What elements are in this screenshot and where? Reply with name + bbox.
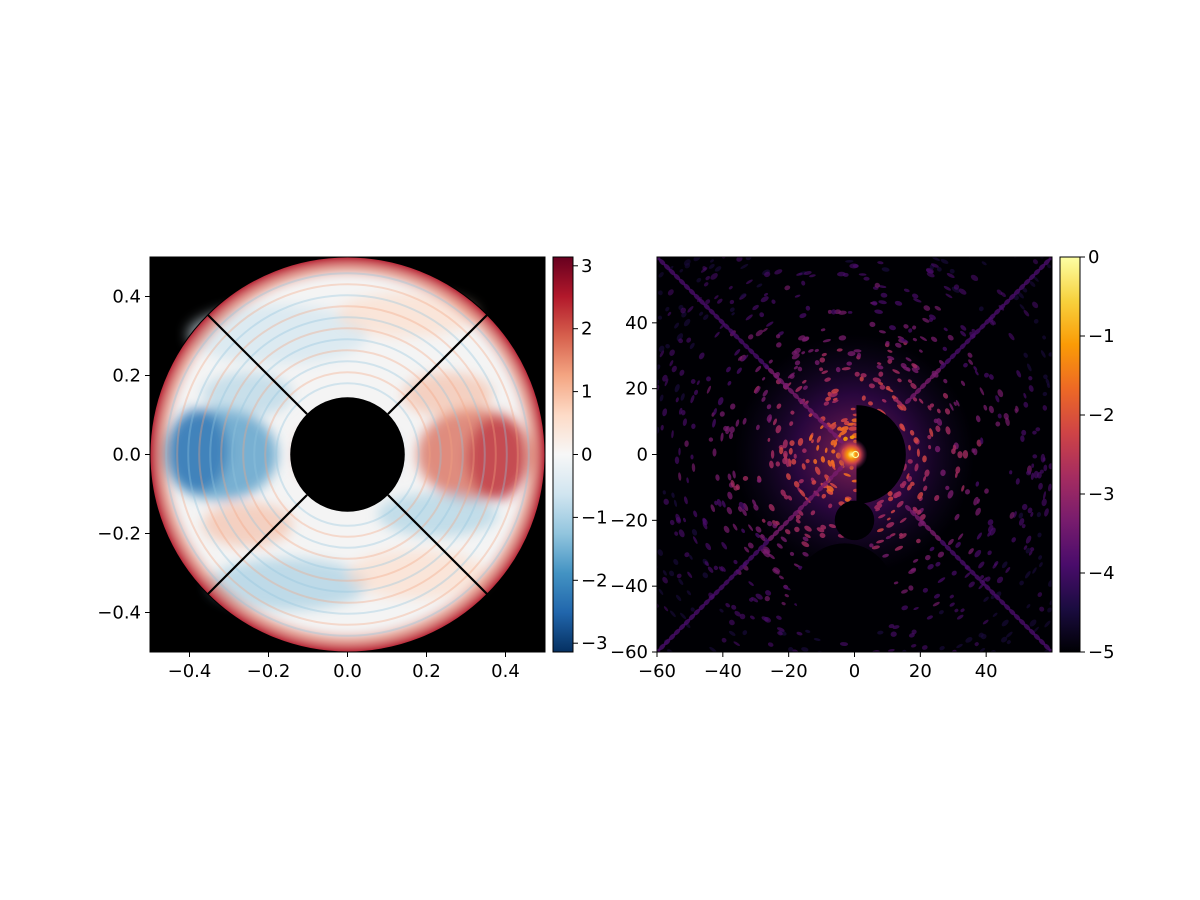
colorbar-tick-label: −5 <box>1088 642 1115 663</box>
left-colorbar-axis: −3 −2 −1 0 1 2 3 <box>573 256 608 654</box>
spider-vane <box>387 314 488 415</box>
right-y-axis: −60 −40 −20 0 20 40 <box>610 313 657 663</box>
phase-ripples <box>165 272 530 637</box>
y-tick-label: 0.2 <box>112 366 141 387</box>
central-obscuration <box>290 397 405 512</box>
speckles <box>657 257 1052 652</box>
x-tick-label: 0.2 <box>412 661 441 682</box>
y-tick-label: −0.4 <box>97 603 141 624</box>
left-y-axis: −0.4 −0.2 0.0 0.2 0.4 <box>97 287 150 624</box>
spider-vane <box>387 494 488 595</box>
psf-speckle-field <box>657 257 1052 652</box>
y-tick-label: 0.4 <box>112 287 141 308</box>
right-psf-panel <box>657 257 1052 652</box>
right-x-axis: −60 −40 −20 0 20 40 <box>638 652 998 682</box>
colorbar-tick-label: −1 <box>1088 326 1115 347</box>
colorbar-tick-label: −3 <box>1088 484 1115 505</box>
y-tick-label: 20 <box>625 379 648 400</box>
x-tick-label: 0.0 <box>333 661 362 682</box>
diffraction-spikes <box>657 257 1052 652</box>
left-colorbar <box>552 256 574 653</box>
colorbar-tick-label: 0 <box>581 445 592 466</box>
spider-vane <box>207 494 308 595</box>
spider-vane <box>207 314 308 415</box>
right-colorbar-axis: −5 −4 −3 −2 −1 0 <box>1080 247 1115 663</box>
x-tick-label: −0.2 <box>247 661 291 682</box>
y-tick-label: 0.0 <box>112 445 141 466</box>
colorbar-tick-label: 3 <box>581 256 592 277</box>
colorbar-tick-label: −2 <box>581 570 608 591</box>
left-phase-panel <box>150 257 545 652</box>
x-tick-label: −40 <box>704 661 742 682</box>
dark-hole-lower <box>795 543 894 643</box>
x-tick-label: −60 <box>638 661 676 682</box>
colorbar-tick-label: 1 <box>581 382 592 403</box>
colorbar-tick-label: −2 <box>1088 405 1115 426</box>
x-tick-label: −0.4 <box>168 661 212 682</box>
colorbar-tick-label: −4 <box>1088 563 1115 584</box>
y-tick-label: −20 <box>610 510 648 531</box>
x-tick-label: 40 <box>975 661 998 682</box>
dark-hole-right <box>856 405 906 504</box>
colorbar-tick-label: −3 <box>581 633 608 654</box>
left-x-axis: −0.4 −0.2 0.0 0.2 0.4 <box>168 652 520 682</box>
x-tick-label: 0 <box>849 661 860 682</box>
x-tick-label: 0.4 <box>491 661 520 682</box>
pupil-aperture <box>150 257 545 652</box>
colorbar-tick-label: 0 <box>1088 247 1099 268</box>
dark-hole-small <box>834 500 875 541</box>
colorbar-tick-label: −1 <box>581 507 608 528</box>
colorbar-tick-label: 2 <box>581 319 592 340</box>
y-tick-label: −40 <box>610 576 648 597</box>
right-colorbar <box>1059 256 1081 653</box>
x-tick-label: 20 <box>909 661 932 682</box>
y-tick-label: 0 <box>637 445 648 466</box>
x-tick-label: −20 <box>770 661 808 682</box>
y-tick-label: −60 <box>610 642 648 663</box>
y-tick-label: −0.2 <box>97 524 141 545</box>
y-tick-label: 40 <box>625 313 648 334</box>
psf-core <box>835 438 868 471</box>
psf-core-ring <box>851 450 860 459</box>
dark-hole-regions <box>795 405 906 643</box>
